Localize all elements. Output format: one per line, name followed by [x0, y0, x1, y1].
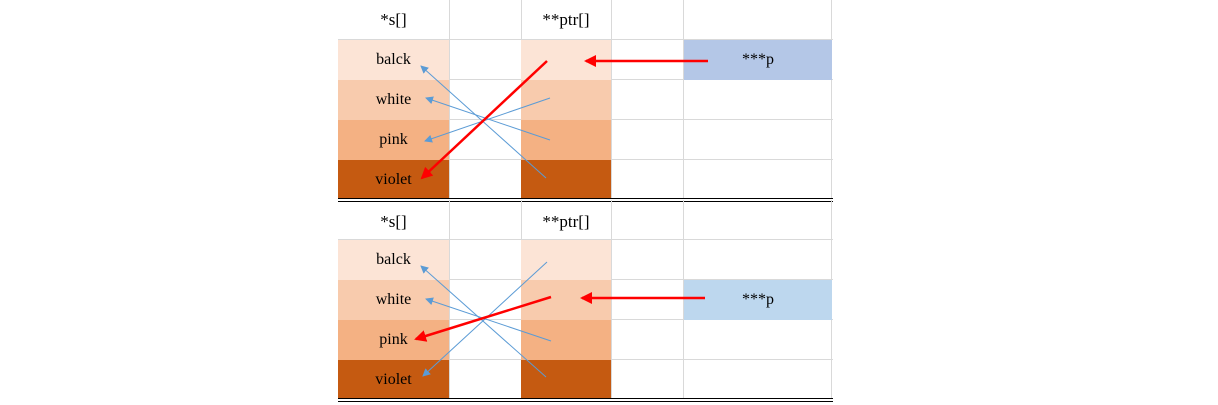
p-pointer-cell: ***p	[684, 40, 832, 80]
ptr-cell	[521, 360, 611, 400]
s-cell: pink	[338, 320, 449, 360]
grid-line	[338, 39, 833, 40]
s-cell: balck	[338, 240, 449, 280]
s-array-header: *s[]	[380, 212, 407, 231]
ptr-cell	[521, 160, 611, 200]
grid-line	[611, 0, 612, 200]
grid-line	[683, 0, 684, 200]
ptr-cell	[521, 320, 611, 360]
grid-line	[611, 200, 612, 400]
double-divider	[338, 198, 833, 202]
blue-arrow	[425, 297, 552, 342]
grid-line	[683, 200, 684, 400]
ptr-array-header: **ptr[]	[542, 10, 590, 29]
ptr-cell	[521, 280, 611, 320]
diagram-panel-bottom: *s[] **ptr[] balck white pink violet ***…	[338, 200, 833, 400]
ptr-array-header: **ptr[]	[542, 212, 590, 231]
pointer-arrows	[420, 55, 708, 180]
blue-arrow	[420, 265, 547, 378]
double-divider	[338, 398, 833, 402]
blue-arrow	[425, 96, 551, 141]
ptr-cell	[521, 120, 611, 160]
diagram-panel-top: *s[] **ptr[] balck white pink violet ***…	[338, 0, 833, 200]
s-cell: balck	[338, 40, 449, 80]
ptr-cell	[521, 240, 611, 280]
s-array-header: *s[]	[380, 10, 407, 29]
red-arrow	[420, 60, 548, 180]
grid-line	[449, 0, 450, 200]
grid-line	[831, 0, 832, 200]
blue-arrow	[424, 97, 551, 143]
p-pointer-cell: ***p	[684, 280, 832, 320]
grid-line	[338, 239, 833, 240]
s-cell: violet	[338, 360, 449, 400]
pointer-arrows	[414, 261, 705, 378]
red-arrow	[414, 295, 552, 342]
grid-line	[449, 200, 450, 400]
ptr-cell	[521, 80, 611, 120]
s-cell: violet	[338, 160, 449, 200]
